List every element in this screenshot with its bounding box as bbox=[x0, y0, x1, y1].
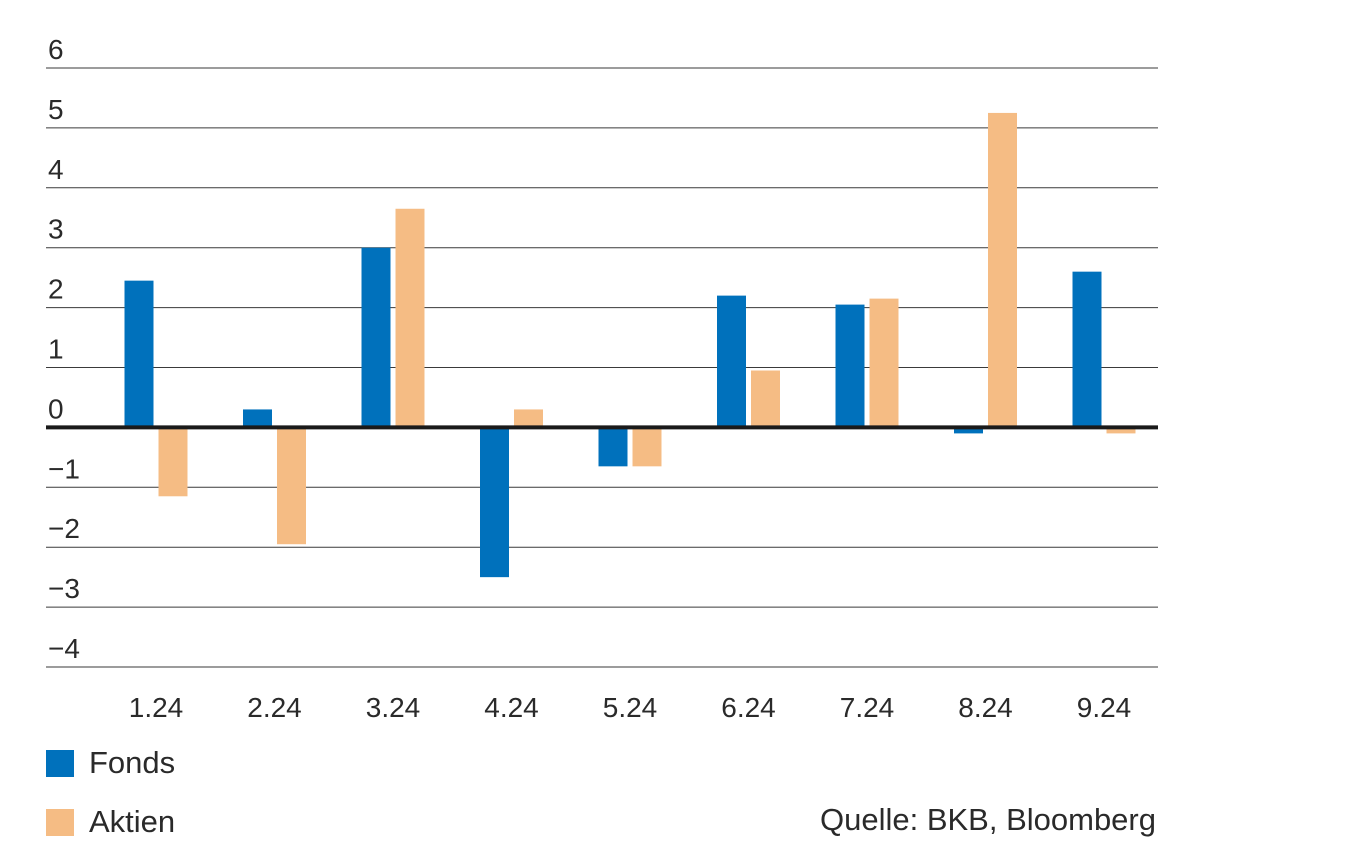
legend-swatch-fonds bbox=[46, 749, 74, 777]
y-tick-label: 4 bbox=[48, 154, 64, 185]
y-tick-label: −2 bbox=[48, 513, 80, 544]
bar-aktien-8-24 bbox=[988, 112, 1017, 428]
bars bbox=[124, 112, 1136, 578]
y-tick-label: 6 bbox=[48, 34, 64, 65]
bar-fonds-2-24 bbox=[243, 409, 272, 428]
bar-fonds-6-24 bbox=[717, 295, 746, 428]
y-axis-tick-labels: 6 5 4 3 2 1 0 −1 −2 −3 −4 bbox=[48, 34, 80, 664]
x-tick-label: 8.24 bbox=[958, 692, 1013, 723]
legend-item-fonds: Fonds bbox=[46, 743, 175, 783]
legend-swatch-aktien bbox=[46, 808, 74, 836]
x-tick-label: 9.24 bbox=[1077, 692, 1132, 723]
bar-aktien-1-24 bbox=[158, 427, 188, 497]
source-note: Quelle: BKB, Bloomberg bbox=[819, 802, 1156, 837]
y-tick-label: 2 bbox=[48, 274, 64, 305]
x-tick-label: 1.24 bbox=[129, 692, 184, 723]
bar-aktien-5-24 bbox=[632, 427, 662, 467]
bar-aktien-2-24 bbox=[277, 427, 306, 545]
legend-label-fonds: Fonds bbox=[89, 745, 176, 780]
bar-fonds-9-24 bbox=[1072, 271, 1102, 428]
x-tick-label: 2.24 bbox=[247, 692, 302, 723]
x-tick-label: 3.24 bbox=[366, 692, 421, 723]
x-tick-label: 5.24 bbox=[603, 692, 658, 723]
bar-fonds-4-24 bbox=[480, 427, 509, 578]
y-tick-label: 5 bbox=[48, 94, 64, 125]
y-tick-label: 1 bbox=[48, 334, 64, 365]
bar-fonds-7-24 bbox=[835, 304, 865, 428]
legend: Fonds Aktien bbox=[46, 743, 175, 842]
bar-fonds-5-24 bbox=[598, 427, 628, 467]
bar-fonds-1-24 bbox=[124, 280, 154, 428]
y-tick-label: −1 bbox=[48, 453, 80, 484]
gridlines bbox=[46, 67, 1158, 668]
bar-aktien-6-24 bbox=[751, 370, 780, 428]
x-axis-tick-labels: 1.24 2.24 3.24 4.24 5.24 6.24 7.24 8.24 9.24 bbox=[129, 692, 1132, 723]
bar-aktien-7-24 bbox=[869, 298, 899, 428]
bar-fonds-3-24 bbox=[361, 247, 391, 428]
bar-aktien-9-24 bbox=[1106, 427, 1136, 434]
bar-aktien-4-24 bbox=[514, 409, 543, 428]
bar-aktien-3-24 bbox=[395, 208, 425, 428]
y-tick-label: 3 bbox=[48, 214, 64, 245]
x-tick-label: 4.24 bbox=[484, 692, 539, 723]
y-tick-label: −4 bbox=[48, 633, 80, 664]
y-tick-label: −3 bbox=[48, 573, 80, 604]
x-tick-label: 6.24 bbox=[721, 692, 776, 723]
legend-item-aktien: Aktien bbox=[46, 802, 175, 842]
legend-label-aktien: Aktien bbox=[89, 804, 176, 839]
x-tick-label: 7.24 bbox=[840, 692, 895, 723]
bar-fonds-8-24 bbox=[954, 427, 983, 434]
y-tick-label: 0 bbox=[48, 393, 64, 424]
